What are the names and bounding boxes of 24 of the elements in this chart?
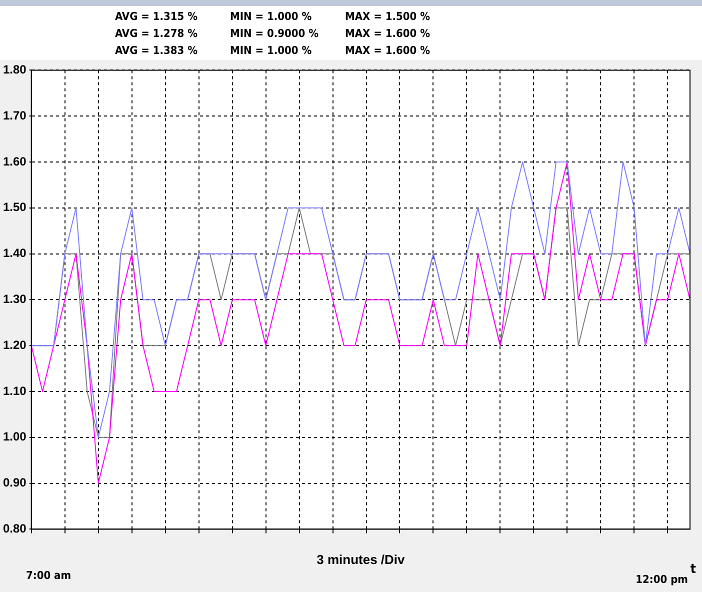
y-tick-label: 1.30	[2, 292, 27, 306]
text: AVG = 1.278 %	[115, 27, 198, 40]
y-tick-label: 0.90	[2, 476, 27, 490]
text: MAX = 1.500 %	[345, 10, 430, 23]
text: MIN = 0.9000 %	[230, 27, 319, 40]
y-tick-label: 1.10	[2, 384, 27, 398]
text: MIN = 1.000 %	[230, 10, 312, 23]
text: MAX = 1.600 %	[345, 27, 430, 40]
y-tick-label: 1.80	[2, 62, 27, 77]
text: t	[690, 562, 696, 577]
y-tick-label: 1.60	[2, 154, 27, 168]
text: MIN = 1.000 %	[230, 44, 312, 57]
x-axis-title: 3 minutes /Div	[316, 552, 406, 567]
y-tick-label: 0.80	[2, 522, 27, 536]
y-tick-label: 1.70	[2, 108, 27, 122]
y-tick-label: 1.20	[2, 338, 27, 352]
text: 7:00 am	[26, 569, 72, 582]
text: MAX = 1.600 %	[345, 44, 430, 57]
y-tick-label: 1.00	[2, 430, 27, 444]
y-tick-label: 1.40	[2, 246, 27, 260]
text: AVG = 1.315 %	[115, 10, 198, 23]
text: AVG = 1.383 %	[115, 44, 198, 57]
y-tick-label: 1.50	[2, 200, 27, 214]
text: 12:00 pm	[636, 573, 688, 586]
